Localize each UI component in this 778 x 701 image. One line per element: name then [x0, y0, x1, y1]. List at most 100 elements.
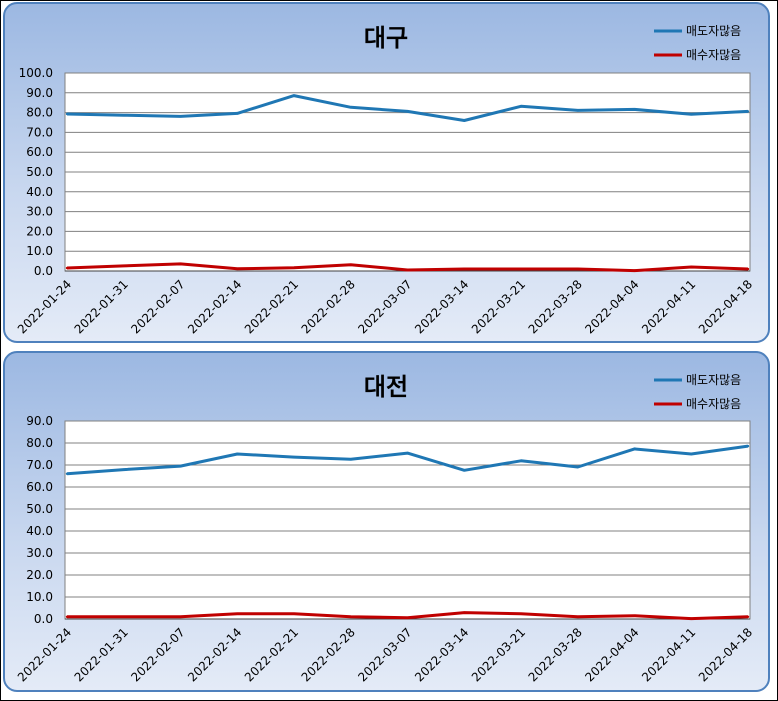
data-point: [690, 617, 693, 620]
data-point: [463, 469, 466, 472]
x-tick-label: 2022-02-28: [299, 277, 358, 336]
y-tick-label: 100.0: [19, 66, 53, 80]
chart-title: 대구: [364, 24, 408, 52]
data-point: [746, 267, 750, 271]
data-point: [633, 108, 636, 111]
x-tick-label: 2022-04-11: [639, 277, 698, 336]
data-point: [349, 263, 352, 266]
data-point: [292, 612, 296, 615]
x-tick-label: 2022-03-14: [412, 625, 471, 684]
y-tick-label: 40.0: [26, 524, 53, 538]
y-tick-label: 50.0: [26, 502, 53, 516]
y-tick-label: 80.0: [26, 106, 53, 120]
x-tick-label: 2022-03-21: [469, 277, 528, 336]
y-tick-label: 60.0: [26, 480, 53, 494]
data-point: [179, 262, 182, 266]
data-point: [690, 452, 693, 456]
data-point: [349, 458, 352, 461]
x-tick-label: 2022-03-21: [469, 625, 528, 684]
data-point: [65, 472, 69, 475]
x-tick-label: 2022-02-07: [128, 625, 187, 684]
data-point: [746, 615, 750, 618]
x-tick-label: 2022-03-14: [412, 277, 471, 336]
x-tick-label: 2022-04-18: [696, 277, 755, 336]
data-point: [519, 105, 523, 108]
data-point: [519, 267, 523, 271]
y-tick-label: 20.0: [26, 224, 53, 238]
y-tick-label: 0.0: [34, 264, 53, 278]
y-tick-label: 20.0: [26, 568, 53, 582]
x-tick-label: 2022-04-18: [696, 625, 755, 684]
y-tick-label: 10.0: [26, 590, 53, 604]
x-tick-label: 2022-02-21: [242, 277, 301, 336]
x-tick-label: 2022-03-07: [355, 625, 414, 684]
y-tick-label: 70.0: [26, 458, 53, 472]
data-point: [576, 465, 579, 469]
legend-label-0: 매도자많음: [686, 24, 741, 38]
y-tick-label: 30.0: [26, 205, 53, 219]
y-tick-label: 70.0: [26, 125, 53, 139]
y-tick-label: 0.0: [34, 612, 53, 626]
y-tick-label: 40.0: [26, 185, 53, 199]
y-tick-label: 30.0: [26, 546, 53, 560]
data-point: [236, 612, 239, 615]
data-point: [236, 452, 239, 456]
data-point: [406, 616, 409, 619]
data-point: [65, 266, 69, 270]
x-tick-label: 2022-02-14: [185, 277, 244, 336]
data-point: [292, 455, 296, 459]
x-tick-label: 2022-04-04: [582, 277, 641, 336]
legend-label-1: 매수자많음: [686, 48, 741, 62]
data-point: [65, 112, 69, 116]
x-tick-label: 2022-02-28: [299, 625, 358, 684]
y-tick-label: 90.0: [26, 86, 53, 100]
data-point: [122, 468, 125, 471]
data-point: [519, 459, 523, 463]
x-tick-label: 2022-02-21: [242, 625, 301, 684]
data-point: [122, 615, 125, 618]
y-tick-label: 60.0: [26, 145, 53, 159]
data-point: [179, 464, 182, 468]
data-point: [746, 444, 750, 448]
data-point: [633, 614, 636, 617]
data-point: [179, 115, 182, 118]
y-tick-label: 50.0: [26, 165, 53, 179]
data-point: [292, 94, 296, 97]
data-point: [292, 266, 296, 270]
data-point: [463, 611, 466, 614]
x-tick-label: 2022-01-24: [15, 625, 74, 684]
x-tick-label: 2022-01-31: [72, 625, 131, 684]
data-point: [406, 451, 409, 455]
y-tick-label: 80.0: [26, 436, 53, 450]
x-tick-label: 2022-01-24: [15, 277, 74, 336]
x-tick-label: 2022-02-07: [128, 277, 187, 336]
x-tick-label: 2022-03-07: [355, 277, 414, 336]
data-point: [463, 119, 466, 122]
data-point: [349, 106, 352, 109]
data-point: [576, 615, 579, 618]
data-point: [406, 268, 409, 272]
x-tick-label: 2022-02-14: [185, 625, 244, 684]
data-point: [690, 112, 693, 116]
data-point: [746, 110, 750, 113]
legend-label-1: 매수자많음: [686, 397, 741, 411]
y-tick-label: 10.0: [26, 244, 53, 258]
x-tick-label: 2022-01-31: [72, 277, 131, 336]
data-point: [633, 447, 636, 451]
data-point: [122, 113, 125, 117]
legend-label-0: 매도자많음: [686, 373, 741, 387]
chart-title: 대전: [364, 373, 408, 401]
x-tick-label: 2022-04-11: [639, 625, 698, 684]
data-point: [179, 615, 182, 618]
data-point: [576, 267, 579, 271]
data-point: [576, 109, 579, 112]
x-tick-label: 2022-04-04: [582, 625, 641, 684]
data-point: [65, 615, 69, 618]
data-point: [519, 612, 523, 615]
data-point: [463, 267, 466, 271]
y-tick-label: 90.0: [26, 414, 53, 428]
